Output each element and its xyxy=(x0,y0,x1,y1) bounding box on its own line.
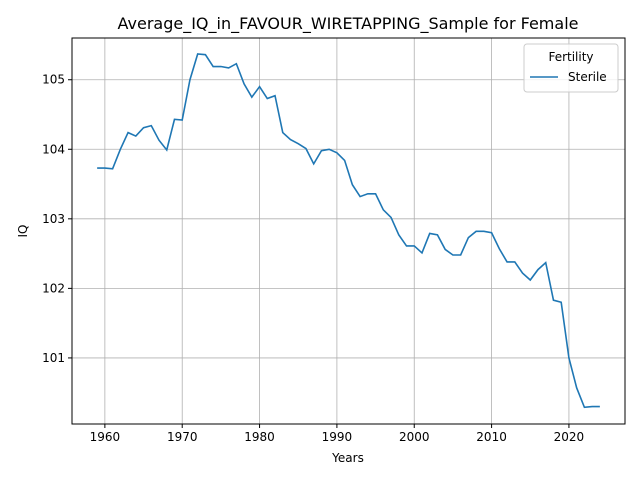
chart-title: Average_IQ_in_FAVOUR_WIRETAPPING_Sample … xyxy=(118,14,579,34)
legend-title: Fertility xyxy=(548,50,593,64)
legend-box xyxy=(523,43,619,93)
x-tick-label: 2020 xyxy=(554,430,585,444)
x-tick-label: 2010 xyxy=(476,430,507,444)
x-tick-label: 1970 xyxy=(167,430,198,444)
x-tick-label: 2000 xyxy=(399,430,430,444)
grid-lines xyxy=(72,38,625,424)
x-tick-label: 1990 xyxy=(322,430,353,444)
series-line-sterile xyxy=(97,53,600,409)
y-tick-label: 102 xyxy=(42,281,65,295)
y-axis-label: IQ xyxy=(16,225,30,238)
y-tick-label: 105 xyxy=(42,73,65,87)
legend: Fertility Sterile xyxy=(523,43,619,93)
x-tick-label: 1980 xyxy=(244,430,275,444)
y-tick-label: 103 xyxy=(42,212,65,226)
x-tick-label: 1960 xyxy=(90,430,121,444)
legend-label-sterile: Sterile xyxy=(568,70,607,84)
y-axis-ticks: 101 102 103 104 105 xyxy=(42,73,72,365)
y-tick-label: 101 xyxy=(42,351,65,365)
y-tick-label: 104 xyxy=(42,142,65,156)
plot-frame xyxy=(71,37,626,425)
x-axis-label: Years xyxy=(331,451,364,465)
x-axis-ticks: 1960 1970 1980 1990 2000 2010 2020 xyxy=(90,424,585,444)
